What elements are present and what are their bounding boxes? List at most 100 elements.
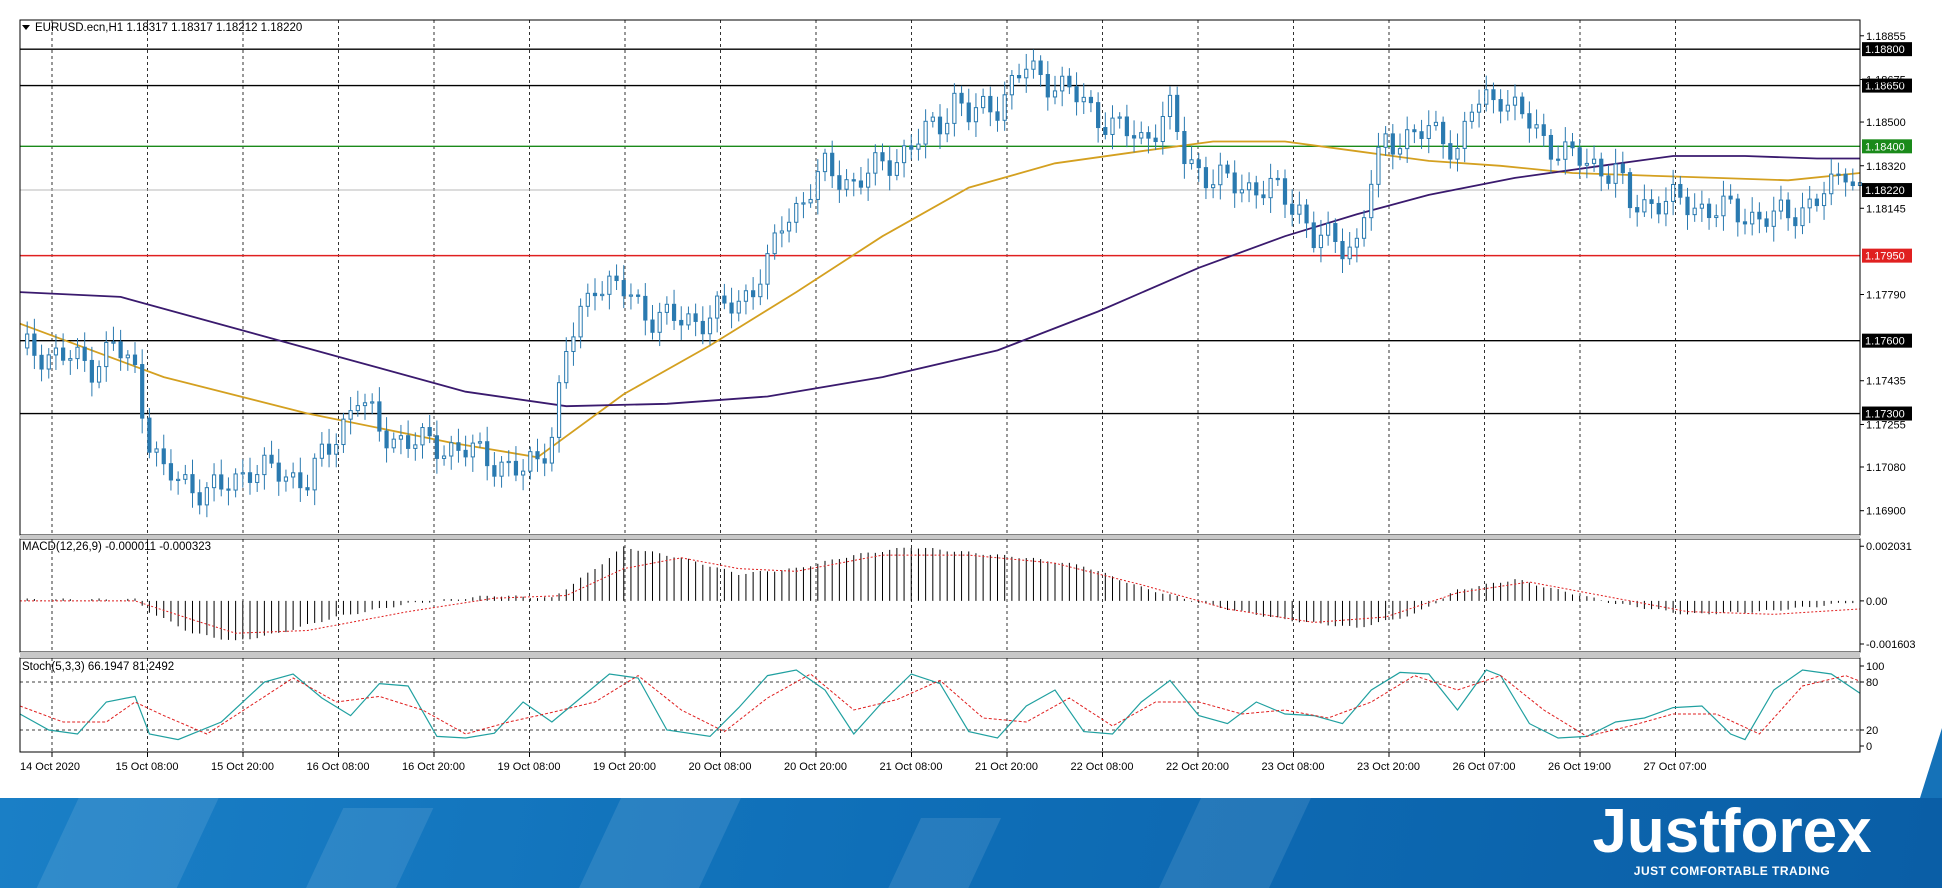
candle-body bbox=[211, 474, 217, 489]
candle-body bbox=[1714, 215, 1719, 219]
candle-body bbox=[1254, 182, 1259, 196]
collapse-triangle-icon[interactable] bbox=[22, 25, 30, 30]
candle-body bbox=[664, 303, 669, 313]
level-tag bbox=[1862, 333, 1912, 348]
grid bbox=[51, 20, 1676, 752]
candle-body bbox=[463, 449, 468, 458]
candle-body bbox=[1520, 96, 1525, 115]
candle-body bbox=[291, 472, 296, 478]
candle-body bbox=[427, 427, 432, 437]
candle-body bbox=[470, 442, 475, 458]
candle-body bbox=[247, 472, 253, 483]
candle-body bbox=[68, 358, 73, 361]
candle-body bbox=[1246, 182, 1252, 191]
candle-body bbox=[707, 317, 713, 335]
x-tick-label: 14 Oct 2020 bbox=[20, 761, 80, 773]
candle-body bbox=[643, 295, 648, 321]
candle-body bbox=[786, 221, 792, 232]
candle-body bbox=[82, 346, 87, 361]
stoch-y-tick-label: 20 bbox=[1866, 725, 1878, 737]
brand-banner bbox=[0, 798, 1942, 888]
candle-body bbox=[449, 442, 454, 457]
candle-body bbox=[25, 333, 30, 349]
candle-body bbox=[715, 295, 720, 319]
macd-y-tick-label: 0.002031 bbox=[1866, 541, 1912, 553]
y-tick-label: 1.18145 bbox=[1866, 203, 1906, 215]
candle-body bbox=[722, 295, 727, 304]
x-tick-label: 21 Oct 08:00 bbox=[880, 761, 943, 773]
candle-body bbox=[1052, 90, 1058, 98]
candle-body bbox=[1455, 147, 1460, 160]
candle-body bbox=[1692, 207, 1697, 216]
candle-body bbox=[1347, 246, 1352, 260]
y-tick-label: 1.18855 bbox=[1866, 31, 1906, 43]
macd-signal-line bbox=[20, 554, 1861, 634]
candle-body bbox=[556, 382, 562, 438]
candle-body bbox=[1786, 199, 1791, 219]
candle-body bbox=[743, 290, 749, 302]
candle-body bbox=[1333, 223, 1338, 242]
candle-body bbox=[1757, 211, 1762, 220]
candle-body bbox=[1117, 116, 1122, 119]
candle-body bbox=[513, 460, 519, 476]
candle-body bbox=[1361, 217, 1367, 239]
candle-body bbox=[183, 474, 188, 480]
candle-body bbox=[1829, 173, 1834, 195]
level-tag bbox=[1862, 139, 1912, 154]
candle-body bbox=[1146, 132, 1151, 139]
candle-body bbox=[1203, 167, 1209, 189]
candle-body bbox=[398, 435, 404, 440]
y-tick-label: 1.18500 bbox=[1866, 117, 1906, 129]
candle-body bbox=[1512, 96, 1518, 106]
candle-body bbox=[1103, 127, 1108, 135]
panel-frames bbox=[19, 19, 1861, 753]
y-tick-label: 1.17255 bbox=[1866, 419, 1906, 431]
candle-body bbox=[441, 455, 447, 459]
candle-body bbox=[1548, 134, 1554, 160]
y-tick-label: 1.16900 bbox=[1866, 506, 1906, 518]
candle-body bbox=[1476, 103, 1482, 113]
level-tag bbox=[1862, 78, 1912, 93]
level-tag-label: 1.17950 bbox=[1865, 251, 1905, 263]
candle-body bbox=[1750, 211, 1755, 225]
candle-body bbox=[729, 302, 734, 314]
candle-body bbox=[1225, 164, 1230, 174]
candle-body bbox=[1326, 223, 1331, 236]
candle-body bbox=[981, 95, 986, 109]
banner-decor bbox=[574, 798, 746, 888]
logo-tagline: JUST COMFORTABLE TRADING bbox=[1633, 864, 1831, 878]
candle-body bbox=[801, 202, 806, 205]
candle-body bbox=[305, 487, 310, 491]
candle-body bbox=[1167, 94, 1173, 118]
x-tick-label: 15 Oct 20:00 bbox=[211, 761, 274, 773]
candle-body bbox=[887, 160, 892, 176]
stoch-y-tick-label: 0 bbox=[1866, 741, 1872, 753]
candle-body bbox=[118, 341, 123, 359]
candle-body bbox=[607, 275, 612, 295]
panel-labels: EURUSD.ecn,H1 1.18317 1.18317 1.18212 1.… bbox=[22, 22, 302, 673]
candle-body bbox=[104, 341, 109, 368]
stoch-signal-line bbox=[19, 673, 1861, 737]
candle-body bbox=[1591, 158, 1597, 164]
candle-body bbox=[1484, 89, 1489, 105]
candle-body bbox=[1275, 177, 1280, 181]
candle-body bbox=[262, 454, 267, 476]
candle-body bbox=[1088, 96, 1094, 104]
candle-body bbox=[1807, 198, 1812, 209]
x-tick-label: 19 Oct 08:00 bbox=[498, 761, 561, 773]
level-tag-label: 1.18220 bbox=[1865, 185, 1905, 197]
x-tick-label: 20 Oct 20:00 bbox=[784, 761, 847, 773]
candle-body bbox=[384, 430, 389, 449]
level-tag bbox=[1862, 406, 1912, 421]
candle-body bbox=[1671, 183, 1676, 202]
candle-body bbox=[578, 305, 583, 338]
candle-body bbox=[1232, 172, 1237, 194]
candle-body bbox=[255, 474, 260, 483]
y-tick-label: 1.17435 bbox=[1866, 376, 1906, 388]
candle-body bbox=[125, 354, 130, 359]
candle-body bbox=[334, 444, 339, 455]
stoch-label: Stoch(5,3,3) 66.1947 81.2492 bbox=[22, 661, 174, 673]
candle-body bbox=[1218, 164, 1223, 186]
x-tick-label: 16 Oct 08:00 bbox=[307, 761, 370, 773]
candle-body bbox=[1778, 199, 1784, 212]
